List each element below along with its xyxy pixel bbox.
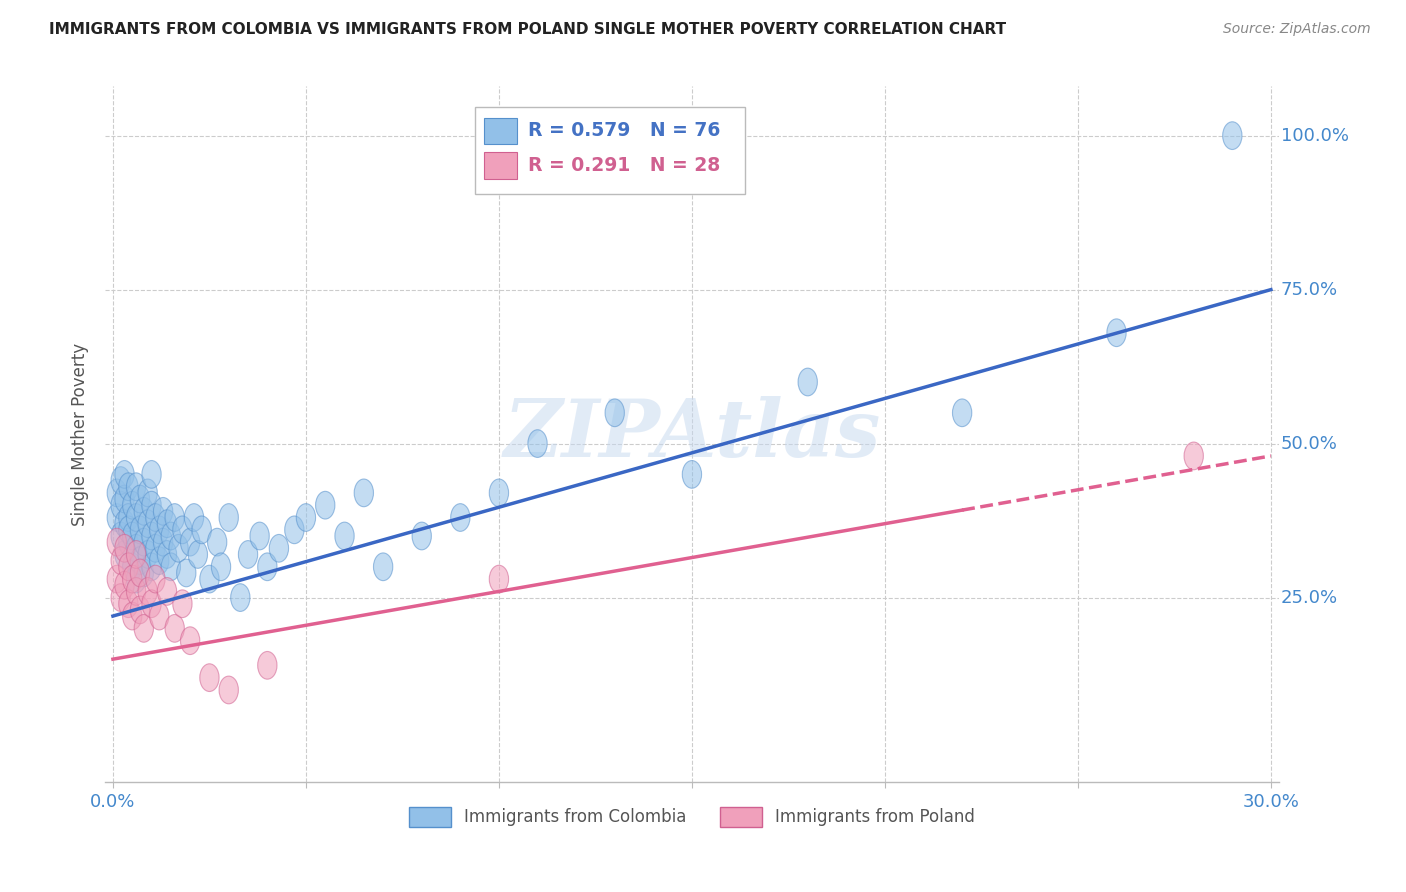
Text: Source: ZipAtlas.com: Source: ZipAtlas.com (1223, 22, 1371, 37)
Text: R = 0.579   N = 76: R = 0.579 N = 76 (527, 121, 720, 140)
Text: 50.0%: 50.0% (1281, 434, 1339, 452)
Text: IMMIGRANTS FROM COLOMBIA VS IMMIGRANTS FROM POLAND SINGLE MOTHER POVERTY CORRELA: IMMIGRANTS FROM COLOMBIA VS IMMIGRANTS F… (49, 22, 1007, 37)
Text: 100.0%: 100.0% (1281, 127, 1348, 145)
Text: 25.0%: 25.0% (1281, 589, 1339, 607)
Y-axis label: Single Mother Poverty: Single Mother Poverty (72, 343, 89, 526)
Text: ZIPAtlas: ZIPAtlas (503, 396, 880, 473)
Legend: Immigrants from Colombia, Immigrants from Poland: Immigrants from Colombia, Immigrants fro… (402, 801, 981, 833)
FancyBboxPatch shape (484, 153, 517, 179)
Text: R = 0.291   N = 28: R = 0.291 N = 28 (527, 156, 720, 175)
FancyBboxPatch shape (475, 107, 745, 194)
Text: 75.0%: 75.0% (1281, 281, 1339, 299)
FancyBboxPatch shape (484, 118, 517, 145)
